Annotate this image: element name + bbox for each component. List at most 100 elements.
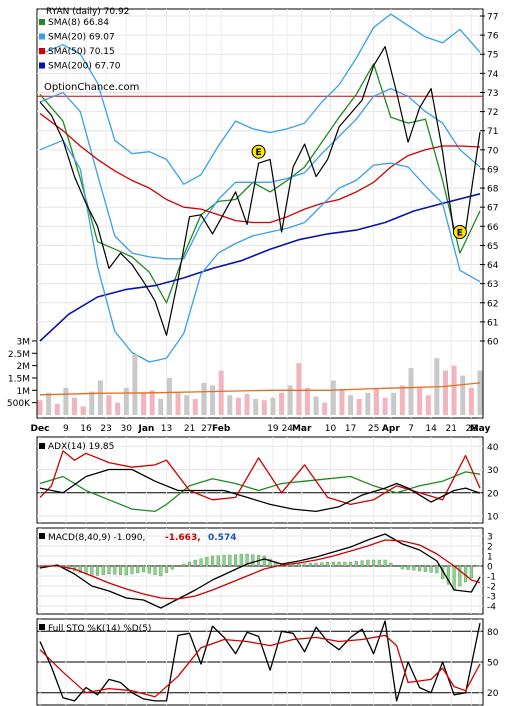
macd-histogram-bar — [303, 563, 307, 567]
price-tick-label: 70 — [487, 146, 499, 156]
macd-histogram-bar — [418, 565, 422, 572]
volume-bar — [296, 363, 302, 415]
adx-tick-label: 10 — [487, 513, 499, 523]
macd-histogram-bar — [101, 565, 105, 575]
adx-panel-frame — [36, 436, 484, 524]
macd-histogram-bar — [377, 559, 381, 567]
macd-histogram-bar — [130, 565, 134, 575]
series-line-volume-ma — [39, 382, 481, 396]
adx-series — [39, 450, 481, 513]
price-tick-label: 76 — [487, 32, 499, 42]
macd-histogram-bar — [182, 563, 186, 567]
adx-tick-label: 40 — [487, 443, 499, 453]
volume-bar — [54, 403, 60, 415]
date-tick-label: 30 — [121, 424, 133, 434]
volume-bar — [80, 406, 86, 415]
price-tick-label: 68 — [487, 185, 499, 195]
date-tick-label: 7 — [408, 424, 414, 434]
date-tick-label: Apr — [382, 424, 400, 434]
date-tick-label: 9 — [63, 424, 69, 434]
macd-histogram-bar — [412, 565, 416, 571]
volume-bar — [322, 402, 328, 415]
macd-histogram-bar — [354, 561, 358, 567]
volume-bar — [106, 395, 112, 415]
macd-tick-label: 1 — [487, 553, 493, 563]
macd-histogram-bar — [153, 565, 157, 575]
macd-title: MACD(8,40,9) -1.090, — [48, 533, 145, 543]
volume-bar — [89, 391, 95, 415]
series-line-upper-bb — [39, 13, 481, 185]
volume-bar — [348, 395, 354, 415]
price-tick-label: 75 — [487, 51, 498, 61]
legend-items: SMA(8) 66.84 SMA(20) 69.07 SMA(50) 70.15 SM… — [39, 18, 121, 72]
volume-bar — [175, 392, 181, 415]
date-tick-label: 23 — [100, 424, 111, 434]
macd-tick-label: 2 — [487, 543, 493, 553]
signal-value: 0.574 — [208, 533, 236, 543]
price-tick-label: 74 — [487, 70, 499, 80]
macd-histogram-bar — [113, 565, 117, 575]
volume-bar — [253, 398, 259, 415]
macd-histogram-bar — [372, 559, 376, 567]
macd-histogram-bar — [124, 565, 128, 576]
price-tick-label: 61 — [487, 318, 498, 328]
volume-bar — [158, 398, 164, 415]
macd-histogram-bar — [239, 554, 243, 567]
macd-tick-label: -2 — [487, 583, 496, 593]
macd-histogram-bar — [107, 565, 111, 575]
volume-bar — [451, 365, 457, 415]
macd-histogram-bar — [205, 557, 209, 567]
chart-title: RYAN (daily) 70.92 — [46, 7, 129, 17]
macd-histogram-bar — [337, 561, 341, 567]
macd-histogram-bar — [320, 562, 324, 567]
date-tick-label: 21 — [446, 424, 457, 434]
macd-histogram-bar — [193, 559, 197, 567]
sto-legend-swatch — [39, 624, 45, 630]
adx-legend-swatch — [39, 443, 45, 449]
sto-tick-label: 50 — [487, 659, 499, 669]
price-legend: RYAN (daily) 70.92 SMA(8) 66.84 SMA(20) 6… — [39, 7, 139, 93]
volume-tick-label: 1M — [17, 387, 31, 397]
volume-bar — [382, 397, 388, 415]
price-tick-label: 66 — [487, 223, 499, 233]
macd-legend-swatch — [39, 533, 45, 539]
macd-histogram-bar — [136, 565, 140, 574]
price-tick-label: 60 — [487, 338, 499, 348]
volume-bar — [425, 395, 431, 415]
date-tick-label: 27 — [201, 424, 212, 434]
legend-swatch-1 — [39, 19, 45, 25]
series-line-sma-20 — [39, 87, 481, 260]
volume-bar — [373, 387, 379, 415]
date-tick-label: 21 — [184, 424, 195, 434]
volume-bar — [115, 402, 121, 415]
series-line-di — [39, 471, 481, 513]
volume-bar — [330, 380, 336, 415]
date-tick-label: Feb — [212, 424, 231, 434]
legend-label-4: SMA(200) 67.70 — [48, 62, 121, 72]
date-tick-label: Jan — [137, 424, 154, 434]
legend-label-1: SMA(8) 66.84 — [48, 18, 109, 28]
legend-label-2: SMA(20) 69.07 — [48, 33, 115, 43]
macd-histogram-bar — [308, 563, 312, 567]
date-tick-label: 16 — [80, 424, 92, 434]
date-tick-label: Mar — [292, 424, 312, 434]
series-line-lower-bb — [39, 139, 481, 363]
volume-bar — [63, 387, 69, 415]
series-line-d — [39, 634, 481, 698]
macd-histogram-bar — [164, 565, 169, 573]
volume-bar — [365, 392, 371, 415]
volume-bar — [356, 398, 362, 415]
macd-histogram-bar — [326, 562, 330, 567]
series-line-sma-200 — [39, 193, 481, 342]
price-tick-label: 64 — [487, 261, 499, 271]
price-tick-label: 73 — [487, 89, 498, 99]
price-tick-label: 72 — [487, 108, 498, 118]
macd-histogram-bar — [331, 561, 335, 567]
legend-label-3: SMA(50) 70.15 — [48, 47, 115, 57]
date-tick-label: 13 — [161, 424, 172, 434]
macd-histogram-bar — [141, 565, 146, 573]
volume-bar — [339, 390, 345, 415]
macd-histogram-bar — [452, 565, 456, 591]
price-tick-label: 71 — [487, 127, 498, 137]
